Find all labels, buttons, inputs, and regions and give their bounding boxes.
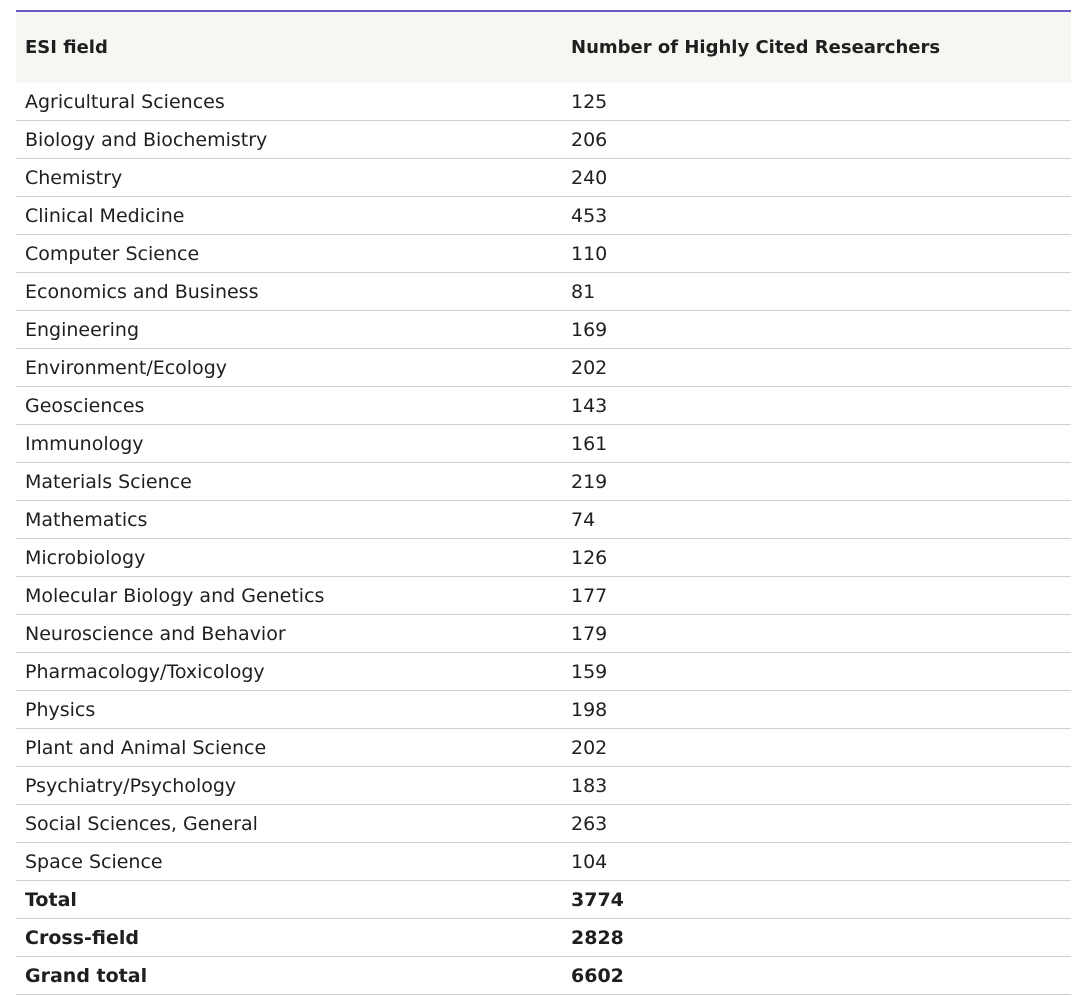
field-cell: Microbiology [25, 546, 146, 569]
count-cell: 206 [571, 128, 608, 151]
field-cell: Computer Science [25, 242, 200, 265]
field-cell: Clinical Medicine [25, 204, 185, 227]
field-cell: Psychiatry/Psychology [25, 774, 237, 797]
table-row: Psychiatry/Psychology 183 [16, 767, 1071, 805]
count-cell: 159 [571, 660, 608, 683]
table-row: Mathematics 74 [16, 501, 1071, 539]
count-cell: 169 [571, 318, 608, 341]
table-row: Economics and Business 81 [16, 273, 1071, 311]
table-row: Materials Science 219 [16, 463, 1071, 501]
count-cell: 179 [571, 622, 608, 645]
field-cell: Engineering [25, 318, 139, 341]
field-cell: Materials Science [25, 470, 192, 493]
field-cell: Mathematics [25, 508, 148, 531]
count-cell: 104 [571, 850, 608, 873]
count-cell: 125 [571, 90, 608, 113]
total-row: Grand total 6602 [16, 957, 1071, 995]
field-cell: Environment/Ecology [25, 356, 228, 379]
count-cell: 202 [571, 736, 608, 759]
count-cell: 177 [571, 584, 608, 607]
field-cell: Chemistry [25, 166, 123, 189]
count-cell: 183 [571, 774, 608, 797]
field-cell: Total [25, 888, 77, 911]
count-cell: 219 [571, 470, 608, 493]
field-cell: Neuroscience and Behavior [25, 622, 286, 645]
count-cell: 126 [571, 546, 608, 569]
table-row: Space Science 104 [16, 843, 1071, 881]
field-cell: Cross-field [25, 926, 139, 949]
count-cell: 202 [571, 356, 608, 379]
table-row: Computer Science 110 [16, 235, 1071, 273]
table-row: Chemistry 240 [16, 159, 1071, 197]
field-cell: Agricultural Sciences [25, 90, 225, 113]
count-cell: 2828 [571, 926, 624, 949]
field-cell: Economics and Business [25, 280, 259, 303]
field-cell: Social Sciences, General [25, 812, 258, 835]
field-cell: Plant and Animal Science [25, 736, 267, 759]
table-row: Engineering 169 [16, 311, 1071, 349]
table-row: Biology and Biochemistry 206 [16, 121, 1071, 159]
field-cell: Biology and Biochemistry [25, 128, 268, 151]
table-row: Environment/Ecology 202 [16, 349, 1071, 387]
table-row: Pharmacology/Toxicology 159 [16, 653, 1071, 691]
table: ESI field Number of Highly Cited Researc… [16, 10, 1071, 995]
field-cell: Geosciences [25, 394, 145, 417]
table-row: Geosciences 143 [16, 387, 1071, 425]
field-cell: Physics [25, 698, 96, 721]
table-row: Physics 198 [16, 691, 1071, 729]
table-row: Social Sciences, General 263 [16, 805, 1071, 843]
table-row: Microbiology 126 [16, 539, 1071, 577]
table-row: Immunology 161 [16, 425, 1071, 463]
count-cell: 3774 [571, 888, 624, 911]
count-cell: 198 [571, 698, 608, 721]
total-row: Cross-field 2828 [16, 919, 1071, 957]
header-cell: ESI field [25, 37, 108, 58]
count-cell: 81 [571, 280, 596, 303]
count-cell: 263 [571, 812, 608, 835]
field-cell: Grand total [25, 964, 148, 987]
count-cell: 6602 [571, 964, 624, 987]
total-row: Total 3774 [16, 881, 1071, 919]
count-cell: 161 [571, 432, 608, 455]
table-row: Neuroscience and Behavior 179 [16, 615, 1071, 653]
count-cell: 74 [571, 508, 596, 531]
field-cell: Space Science [25, 850, 163, 873]
count-cell: 110 [571, 242, 608, 265]
table-row: Agricultural Sciences 125 [16, 83, 1071, 121]
header-cell: Number of Highly Cited Researchers [571, 37, 941, 58]
header-row: ESI field Number of Highly Cited Researc… [16, 12, 1071, 83]
count-cell: 143 [571, 394, 608, 417]
count-cell: 453 [571, 204, 608, 227]
top-rule [16, 10, 1071, 12]
table-row: Molecular Biology and Genetics 177 [16, 577, 1071, 615]
table-row: Plant and Animal Science 202 [16, 729, 1071, 767]
field-cell: Pharmacology/Toxicology [25, 660, 265, 683]
count-cell: 240 [571, 166, 608, 189]
field-cell: Molecular Biology and Genetics [25, 584, 325, 607]
field-cell: Immunology [25, 432, 144, 455]
table-row: Clinical Medicine 453 [16, 197, 1071, 235]
